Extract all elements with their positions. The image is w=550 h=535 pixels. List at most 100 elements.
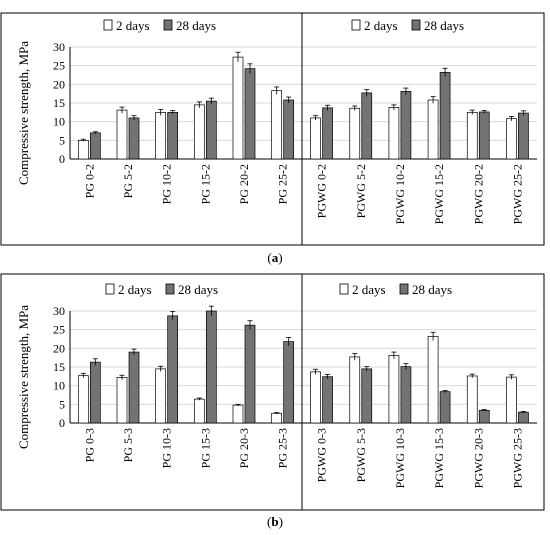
y-tick-label: 5 [59, 397, 65, 411]
bar-28-days [244, 68, 256, 160]
legend-swatch-2-days [351, 19, 361, 31]
y-tick-label: 30 [53, 40, 65, 54]
bar-2-days [388, 107, 400, 160]
x-tick-label: PGWG 0-3 [315, 428, 329, 482]
bar-28-days [361, 368, 373, 424]
chart-panel-a: 0 5 10 15 20 25 30 Compressive strength, MPa PG … [0, 12, 545, 246]
chart-frame [0, 273, 545, 511]
bar-28-days [128, 351, 140, 424]
y-tick-label: 15 [53, 96, 65, 110]
legend-swatch-2-days [105, 283, 115, 295]
x-tick-label: PGWG 20-2 [471, 164, 485, 224]
bar-28-days [167, 315, 179, 424]
bar-2-days [506, 118, 517, 160]
legend-label-28-days: 28 days [412, 282, 452, 297]
legend-label-2-days: 2 days [352, 282, 386, 297]
y-tick-label: 15 [53, 360, 65, 374]
chart-frame [0, 12, 545, 246]
y-tick-label: 30 [53, 304, 65, 318]
legend-label-28-days: 28 days [176, 18, 216, 33]
legend-label-2-days: 2 days [116, 18, 150, 33]
y-tick-label: 0 [59, 152, 65, 166]
bar-28-days [478, 111, 490, 160]
bar-28-days [518, 411, 529, 424]
legend-label-2-days: 2 days [364, 18, 398, 33]
bar-2-days [116, 377, 128, 424]
x-tick-label: PGWG 10-2 [393, 164, 407, 224]
x-tick-label: PGWG 15-3 [432, 428, 446, 488]
caption-a: (a) [267, 250, 283, 265]
bar-28-days [361, 92, 373, 160]
bar-28-days [439, 72, 451, 160]
bar-28-days [439, 391, 451, 424]
y-tick-label: 20 [53, 341, 65, 355]
x-tick-label: PG 25-3 [276, 428, 290, 468]
x-tick-label: PG 25-2 [276, 164, 290, 204]
bar-2-days [193, 398, 205, 424]
bar-2-days [155, 368, 167, 424]
x-tick-label: PG 20-2 [237, 164, 251, 204]
bar-2-days [310, 117, 321, 160]
bar-28-days [244, 324, 256, 424]
bar-28-days [322, 107, 333, 160]
bar-28-days [89, 361, 101, 424]
bar-2-days [466, 375, 478, 424]
bar-2-days [193, 104, 205, 160]
legend-swatch-28-days [399, 283, 409, 295]
x-tick-label: PG 10-2 [160, 164, 174, 204]
x-tick-label: PGWG 15-2 [432, 164, 446, 224]
bar-28-days [205, 100, 217, 160]
bar-2-days [349, 356, 361, 424]
y-axis-title: Compressive strength, MPa [16, 41, 31, 185]
bar-28-days [400, 91, 412, 160]
x-tick-label: PG 20-3 [237, 428, 251, 468]
x-tick-label: PGWG 5-2 [354, 164, 368, 218]
legend-swatch-2-days [339, 283, 349, 295]
legend-label-2-days: 2 days [118, 282, 152, 297]
chart-panel-b: 0 5 10 15 20 25 30 Compressive strength, MPa PG … [0, 273, 545, 511]
bar-28-days [518, 112, 529, 160]
bar-2-days [388, 355, 400, 424]
bar-28-days [283, 99, 295, 160]
x-tick-label: PGWG 25-2 [510, 164, 524, 224]
bar-2-days [310, 371, 321, 424]
caption-b-label: b [271, 514, 279, 529]
y-tick-label: 25 [53, 323, 65, 337]
bar-2-days [466, 111, 478, 160]
bar-28-days [478, 409, 490, 424]
bar-28-days [167, 111, 179, 160]
legend-swatch-2-days [103, 19, 113, 31]
bar-2-days [506, 376, 517, 424]
bar-2-days [271, 412, 283, 424]
x-tick-label: PG 15-2 [198, 164, 212, 204]
bar-28-days [322, 376, 333, 424]
bar-2-days [427, 336, 439, 424]
y-tick-label: 5 [59, 133, 65, 147]
x-tick-label: PG 0-2 [82, 164, 96, 198]
y-tick-label: 0 [59, 416, 65, 430]
legend-label-28-days: 28 days [424, 18, 464, 33]
bar-2-days [271, 90, 283, 160]
legend-swatch-28-days [411, 19, 421, 31]
bar-2-days [77, 139, 89, 160]
bar-2-days [232, 404, 244, 424]
legend-swatch-28-days [165, 283, 175, 295]
bar-2-days [349, 107, 361, 160]
caption-b: (b) [267, 514, 283, 529]
x-tick-label: PGWG 20-3 [471, 428, 485, 488]
bar-28-days [283, 341, 295, 424]
y-tick-label: 10 [53, 115, 65, 129]
bar-2-days [427, 99, 439, 160]
x-tick-label: PGWG 0-2 [315, 164, 329, 218]
x-tick-label: PG 0-3 [82, 428, 96, 462]
y-tick-label: 25 [53, 59, 65, 73]
x-tick-label: PGWG 10-3 [393, 428, 407, 488]
bar-28-days [128, 117, 140, 160]
y-tick-label: 20 [53, 77, 65, 91]
bar-2-days [77, 375, 89, 424]
bar-2-days [116, 109, 128, 160]
x-tick-label: PGWG 25-3 [510, 428, 524, 488]
bar-28-days [400, 366, 412, 424]
x-tick-label: PG 5-3 [121, 428, 135, 462]
